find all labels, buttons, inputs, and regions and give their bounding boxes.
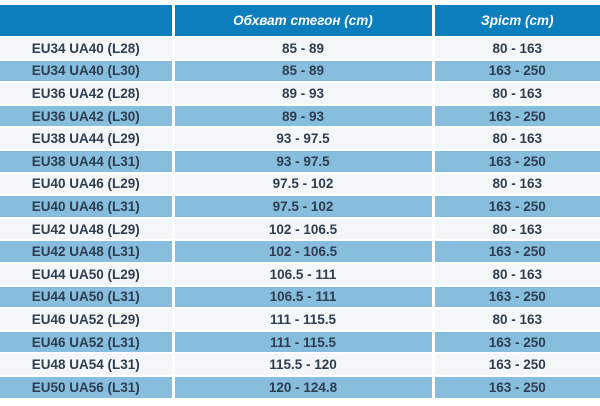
size-cell: EU42 UA48 (L31) <box>0 240 173 264</box>
height-range-cell: 163 - 250 <box>431 375 600 400</box>
table-row: EU34 UA40 (L28) 85 - 89 80 - 163 <box>0 37 600 61</box>
table-row: EU38 UA44 (L31) 93 - 97.5 163 - 250 <box>0 149 600 174</box>
hips-range-cell: 120 - 124.8 <box>171 375 433 400</box>
hips-range-cell: 115.5 - 120 <box>171 353 433 377</box>
size-cell: EU46 UA52 (L29) <box>0 308 173 332</box>
hips-range-cell: 85 - 89 <box>171 37 433 61</box>
height-range-cell: 163 - 250 <box>431 59 600 84</box>
header-size-column <box>0 5 173 38</box>
hips-range-cell: 93 - 97.5 <box>171 127 433 151</box>
table-row: EU40 UA46 (L29) 97.5 - 102 80 - 163 <box>0 172 600 197</box>
height-range-cell: 80 - 163 <box>431 262 600 287</box>
hips-range-cell: 111 - 115.5 <box>171 330 433 355</box>
table-row: EU36 UA42 (L30) 89 - 93 163 - 250 <box>0 104 600 129</box>
hips-range-cell: 106.5 - 111 <box>171 285 433 310</box>
height-range-cell: 163 - 250 <box>431 195 600 219</box>
size-cell: EU38 UA44 (L29) <box>0 127 173 151</box>
height-range-cell: 80 - 163 <box>431 127 600 151</box>
table-row: EU44 UA50 (L29) 106.5 - 111 80 - 163 <box>0 262 600 287</box>
size-cell: EU36 UA42 (L30) <box>0 104 173 129</box>
size-cell: EU42 UA48 (L29) <box>0 217 173 242</box>
table-row: EU38 UA44 (L29) 93 - 97.5 80 - 163 <box>0 127 600 151</box>
size-cell: EU44 UA50 (L29) <box>0 262 173 287</box>
hips-range-cell: 102 - 106.5 <box>171 240 433 264</box>
hips-range-cell: 93 - 97.5 <box>171 149 433 174</box>
size-table: Обхват стегон (cm) Зріст (cm) EU34 UA40 … <box>0 5 600 400</box>
height-range-cell: 80 - 163 <box>431 172 600 197</box>
size-cell: EU48 UA54 (L31) <box>0 353 173 377</box>
size-cell: EU44 UA50 (L31) <box>0 285 173 310</box>
size-cell: EU34 UA40 (L28) <box>0 37 173 61</box>
size-cell: EU34 UA40 (L30) <box>0 59 173 84</box>
size-cell: EU40 UA46 (L31) <box>0 195 173 219</box>
size-cell: EU40 UA46 (L29) <box>0 172 173 197</box>
height-range-cell: 163 - 250 <box>431 149 600 174</box>
table-row: EU44 UA50 (L31) 106.5 - 111 163 - 250 <box>0 285 600 310</box>
height-range-cell: 163 - 250 <box>431 240 600 264</box>
hips-range-cell: 89 - 93 <box>171 104 433 129</box>
height-range-cell: 163 - 250 <box>431 104 600 129</box>
table-row: EU42 UA48 (L29) 102 - 106.5 80 - 163 <box>0 217 600 242</box>
hips-range-cell: 111 - 115.5 <box>171 308 433 332</box>
hips-range-cell: 85 - 89 <box>171 59 433 84</box>
size-cell: EU50 UA56 (L31) <box>0 375 173 400</box>
height-range-cell: 80 - 163 <box>431 37 600 61</box>
table-row: EU36 UA42 (L28) 89 - 93 80 - 163 <box>0 82 600 106</box>
table-row: EU46 UA52 (L31) 111 - 115.5 163 - 250 <box>0 330 600 355</box>
height-range-cell: 80 - 163 <box>431 217 600 242</box>
size-cell: EU46 UA52 (L31) <box>0 330 173 355</box>
table-row: EU40 UA46 (L31) 97.5 - 102 163 - 250 <box>0 195 600 219</box>
height-range-cell: 163 - 250 <box>431 285 600 310</box>
height-range-cell: 80 - 163 <box>431 82 600 106</box>
table-row: EU34 UA40 (L30) 85 - 89 163 - 250 <box>0 59 600 84</box>
height-range-cell: 163 - 250 <box>431 330 600 355</box>
table-row: EU50 UA56 (L31) 120 - 124.8 163 - 250 <box>0 375 600 400</box>
size-table-body: EU34 UA40 (L28) 85 - 89 80 - 163 EU34 UA40 … <box>0 37 600 400</box>
header-hips-column: Обхват стегон (cm) <box>171 5 433 38</box>
header-height-column: Зріст (cm) <box>431 5 600 38</box>
height-range-cell: 80 - 163 <box>431 308 600 332</box>
table-row: EU48 UA54 (L31) 115.5 - 120 163 - 250 <box>0 353 600 377</box>
height-range-cell: 163 - 250 <box>431 353 600 377</box>
size-cell: EU36 UA42 (L28) <box>0 82 173 106</box>
hips-range-cell: 89 - 93 <box>171 82 433 106</box>
hips-range-cell: 97.5 - 102 <box>171 195 433 219</box>
hips-range-cell: 97.5 - 102 <box>171 172 433 197</box>
table-header-row: Обхват стегон (cm) Зріст (cm) <box>0 5 600 38</box>
table-row: EU46 UA52 (L29) 111 - 115.5 80 - 163 <box>0 308 600 332</box>
size-cell: EU38 UA44 (L31) <box>0 149 173 174</box>
table-row: EU42 UA48 (L31) 102 - 106.5 163 - 250 <box>0 240 600 264</box>
hips-range-cell: 106.5 - 111 <box>171 262 433 287</box>
hips-range-cell: 102 - 106.5 <box>171 217 433 242</box>
